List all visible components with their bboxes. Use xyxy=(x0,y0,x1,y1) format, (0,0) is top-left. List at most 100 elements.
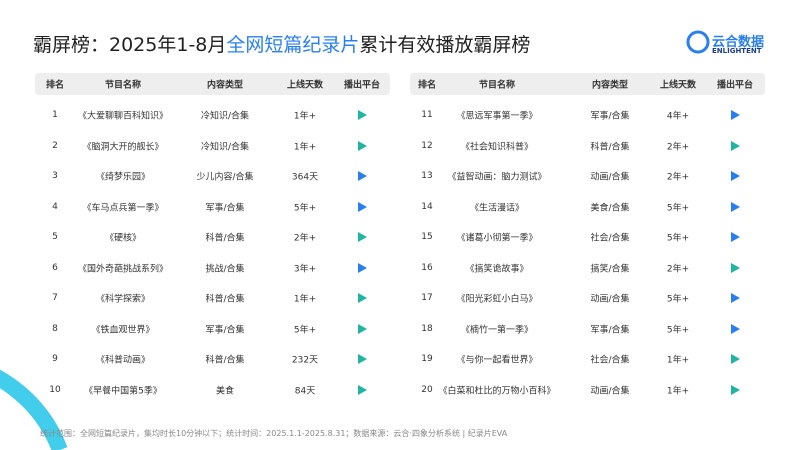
content-type: 军事/合集 xyxy=(205,203,245,213)
program-name: 《生活漫话》 xyxy=(469,203,525,213)
platform-icon xyxy=(358,110,367,120)
rank: 5 xyxy=(52,232,58,242)
platform-icon xyxy=(358,384,367,395)
program-name: 《硬核》 xyxy=(104,233,142,244)
content-type: 挑战/合集 xyxy=(205,264,245,274)
platform-icon-shape xyxy=(731,262,740,273)
platform-icon xyxy=(358,262,367,273)
platform-icon-shape xyxy=(358,232,367,242)
content-type: 军事/合集 xyxy=(205,325,245,335)
content-type: 美食 xyxy=(215,386,235,396)
header-bg xyxy=(35,73,390,95)
days-online: 2年+ xyxy=(293,233,317,244)
program-name: 《大爱聊聊百科知识》 xyxy=(77,111,169,122)
column-header: 上线天数 xyxy=(659,80,697,91)
column-header: 内容类型 xyxy=(591,80,629,91)
content-type: 科普/合集 xyxy=(205,294,245,305)
days-online: 5年+ xyxy=(293,203,317,213)
platform-icon xyxy=(731,201,740,212)
column-header: 排名 xyxy=(417,80,437,91)
program-name: 《与你一起看世界》 xyxy=(456,355,538,366)
program-name: 《搞笑诡故事》 xyxy=(465,264,529,274)
rank: 9 xyxy=(52,354,58,364)
content-type: 科普/合集 xyxy=(205,355,245,366)
platform-icon xyxy=(358,232,367,242)
program-name: 《铁血观世界》 xyxy=(91,325,155,335)
rank: 3 xyxy=(52,171,58,181)
column-header: 节目名称 xyxy=(478,80,516,91)
footer: 统计范围：全网短篇纪录片，集均时长10分钟以下；统计时间：2025.1.1-20… xyxy=(40,429,508,438)
header-bg xyxy=(410,73,765,95)
rank: 15 xyxy=(421,232,433,242)
content-type: 社会/合集 xyxy=(590,233,630,244)
title-suffix: 累计有效播放霸屏榜 xyxy=(359,34,531,56)
platform-icon xyxy=(358,171,367,181)
program-name: 《社会知识科普》 xyxy=(460,142,534,152)
days-online: 5年+ xyxy=(666,203,690,213)
rank: 6 xyxy=(52,262,58,273)
platform-icon-shape xyxy=(358,201,367,212)
program-name: 《思远军事第一季》 xyxy=(456,111,538,122)
platform-icon-shape xyxy=(358,140,367,151)
logo-brand: ENLIGHTENT xyxy=(712,47,762,55)
decor-arc xyxy=(0,369,68,450)
column-header: 播出平台 xyxy=(343,80,381,91)
rank: 1 xyxy=(52,110,58,120)
days-online: 4年+ xyxy=(666,111,690,122)
logo-icon xyxy=(686,30,710,54)
days-online: 1年+ xyxy=(293,294,317,305)
program-name: 《绮梦乐园》 xyxy=(95,172,151,183)
rank: 14 xyxy=(421,201,433,212)
platform-icon xyxy=(358,140,367,151)
program-name: 《国外奇葩挑战系列》 xyxy=(77,264,169,274)
days-online: 5年+ xyxy=(293,325,317,335)
rank: 4 xyxy=(52,201,58,212)
rank: 8 xyxy=(52,323,58,334)
program-name: 《楠竹一第一季》 xyxy=(460,325,534,335)
rank: 11 xyxy=(421,110,433,120)
platform-icon xyxy=(358,293,367,303)
platform-icon-shape xyxy=(731,384,740,395)
platform-icon-shape xyxy=(731,354,740,364)
program-name: 《早餐中国第5季》 xyxy=(84,386,162,396)
platform-icon-shape xyxy=(358,384,367,395)
days-online: 2年+ xyxy=(666,264,690,274)
content-type: 军事/合集 xyxy=(590,325,630,335)
program-name: 《科普动画》 xyxy=(95,355,151,366)
program-name: 《科学探索》 xyxy=(95,294,151,305)
platform-icon-shape xyxy=(358,262,367,273)
platform-icon xyxy=(731,110,740,120)
days-online: 364天 xyxy=(291,172,319,183)
days-online: 1年+ xyxy=(293,111,317,122)
title: 霸屏榜：2025年1-8月全网短篇纪录片累计有效播放霸屏榜 xyxy=(33,30,530,57)
rank: 17 xyxy=(421,293,433,303)
content-type: 少儿内容/合集 xyxy=(196,172,254,183)
platform-icon xyxy=(731,323,740,334)
rank: 12 xyxy=(421,140,433,151)
platform-icon-shape xyxy=(731,232,740,242)
platform-icon xyxy=(731,232,740,242)
rank: 2 xyxy=(52,140,58,151)
content-type: 军事/合集 xyxy=(590,111,630,122)
platform-icon-shape xyxy=(358,354,367,364)
rank: 20 xyxy=(421,384,433,395)
rank: 10 xyxy=(49,384,61,395)
platform-icon-shape xyxy=(731,171,740,181)
program-name: 《白菜和杜比的万物小百科》 xyxy=(438,386,556,396)
program-name: 《脑洞大开的舰长》 xyxy=(82,142,164,152)
days-online: 1年+ xyxy=(666,355,690,366)
title-prefix: 霸屏榜：2025年1-8月 xyxy=(33,34,227,56)
content-type: 美食/合集 xyxy=(590,203,630,213)
days-online: 5年+ xyxy=(666,325,690,335)
days-online: 5年+ xyxy=(666,294,690,305)
days-online: 1年+ xyxy=(293,142,317,152)
platform-icon xyxy=(731,354,740,364)
title-highlight: 全网短篇纪录片 xyxy=(226,34,360,56)
platform-icon xyxy=(731,384,740,395)
days-online: 2年+ xyxy=(666,172,690,183)
rank: 16 xyxy=(421,262,433,273)
content-type: 动画/合集 xyxy=(590,172,630,183)
logo-name: 云合数据 xyxy=(712,35,765,50)
platform-icon-shape xyxy=(731,201,740,212)
